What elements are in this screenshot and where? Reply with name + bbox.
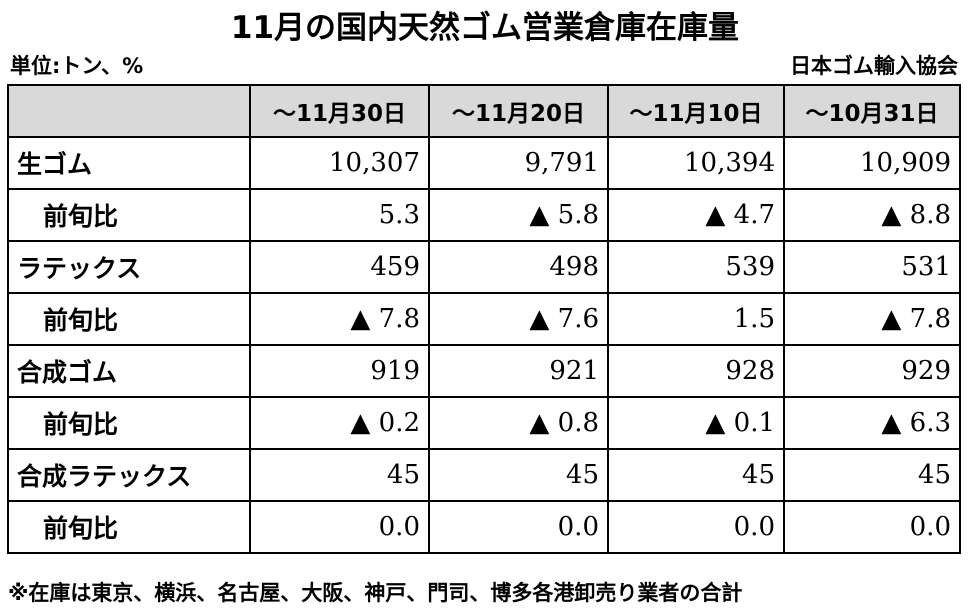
table-cell: ▲ 4.7 bbox=[607, 188, 785, 242]
table-row: 前旬比 0.0 0.0 0.0 0.0 bbox=[7, 500, 961, 554]
unit-label: 単位:トン、% bbox=[10, 54, 144, 78]
inventory-table: ～11月30日 ～11月20日 ～11月10日 ～10月31日 生ゴム 10,3… bbox=[7, 84, 961, 554]
table-cell: 10,909 bbox=[783, 136, 961, 190]
table-cell: 531 bbox=[783, 240, 961, 294]
table-cell: 1.5 bbox=[607, 292, 785, 346]
table-cell: ▲ 7.6 bbox=[428, 292, 609, 346]
table-cell: 0.0 bbox=[607, 500, 785, 554]
table-cell: 498 bbox=[428, 240, 609, 294]
row-label: 前旬比 bbox=[7, 188, 251, 242]
table-row: 生ゴム 10,307 9,791 10,394 10,909 bbox=[7, 136, 961, 190]
table-cell: 10,394 bbox=[607, 136, 785, 190]
table-cell: ▲ 7.8 bbox=[249, 292, 430, 346]
header-corner-cell bbox=[7, 84, 251, 138]
table-row: 前旬比 ▲ 7.8 ▲ 7.6 1.5 ▲ 7.8 bbox=[7, 292, 961, 346]
table-cell: 45 bbox=[249, 448, 430, 502]
table-cell: 539 bbox=[607, 240, 785, 294]
table-row: 合成ゴム 919 921 928 929 bbox=[7, 344, 961, 398]
table-cell: 45 bbox=[428, 448, 609, 502]
table-cell: 45 bbox=[607, 448, 785, 502]
table-row: 合成ラテックス 45 45 45 45 bbox=[7, 448, 961, 502]
source-label: 日本ゴム輸入協会 bbox=[790, 54, 958, 78]
table-cell: ▲ 0.1 bbox=[607, 396, 785, 450]
table-cell: 929 bbox=[783, 344, 961, 398]
table-cell: ▲ 5.8 bbox=[428, 188, 609, 242]
table-row: 前旬比 5.3 ▲ 5.8 ▲ 4.7 ▲ 8.8 bbox=[7, 188, 961, 242]
row-label: 合成ラテックス bbox=[7, 448, 251, 502]
row-label: 合成ゴム bbox=[7, 344, 251, 398]
row-label: 前旬比 bbox=[7, 396, 251, 450]
table-header-row: ～11月30日 ～11月20日 ～11月10日 ～10月31日 bbox=[7, 84, 961, 138]
table-cell: ▲ 6.3 bbox=[783, 396, 961, 450]
table-cell: 0.0 bbox=[428, 500, 609, 554]
page-title: 11月の国内天然ゴム営業倉庫在庫量 bbox=[230, 10, 740, 46]
table-cell: 928 bbox=[607, 344, 785, 398]
table-cell: ▲ 0.8 bbox=[428, 396, 609, 450]
table-cell: 9,791 bbox=[428, 136, 609, 190]
table-cell: ▲ 7.8 bbox=[783, 292, 961, 346]
table-cell: 10,307 bbox=[249, 136, 430, 190]
table-cell: 921 bbox=[428, 344, 609, 398]
table-cell: 0.0 bbox=[249, 500, 430, 554]
table-cell: ▲ 8.8 bbox=[783, 188, 961, 242]
row-label: 前旬比 bbox=[7, 292, 251, 346]
table-cell: 459 bbox=[249, 240, 430, 294]
column-header: ～11月30日 bbox=[249, 84, 430, 138]
column-header: ～11月20日 bbox=[428, 84, 609, 138]
table-cell: ▲ 0.2 bbox=[249, 396, 430, 450]
table-cell: 5.3 bbox=[249, 188, 430, 242]
table-row: 前旬比 ▲ 0.2 ▲ 0.8 ▲ 0.1 ▲ 6.3 bbox=[7, 396, 961, 450]
row-label: 生ゴム bbox=[7, 136, 251, 190]
table-cell: 919 bbox=[249, 344, 430, 398]
footnote: ※在庫は東京、横浜、名古屋、大阪、神戸、門司、博多各港卸売り業者の合計 bbox=[8, 581, 743, 605]
table-cell: 45 bbox=[783, 448, 961, 502]
row-label: 前旬比 bbox=[7, 500, 251, 554]
column-header: ～10月31日 bbox=[783, 84, 961, 138]
table-row: ラテックス 459 498 539 531 bbox=[7, 240, 961, 294]
column-header: ～11月10日 bbox=[607, 84, 785, 138]
row-label: ラテックス bbox=[7, 240, 251, 294]
table-cell: 0.0 bbox=[783, 500, 961, 554]
